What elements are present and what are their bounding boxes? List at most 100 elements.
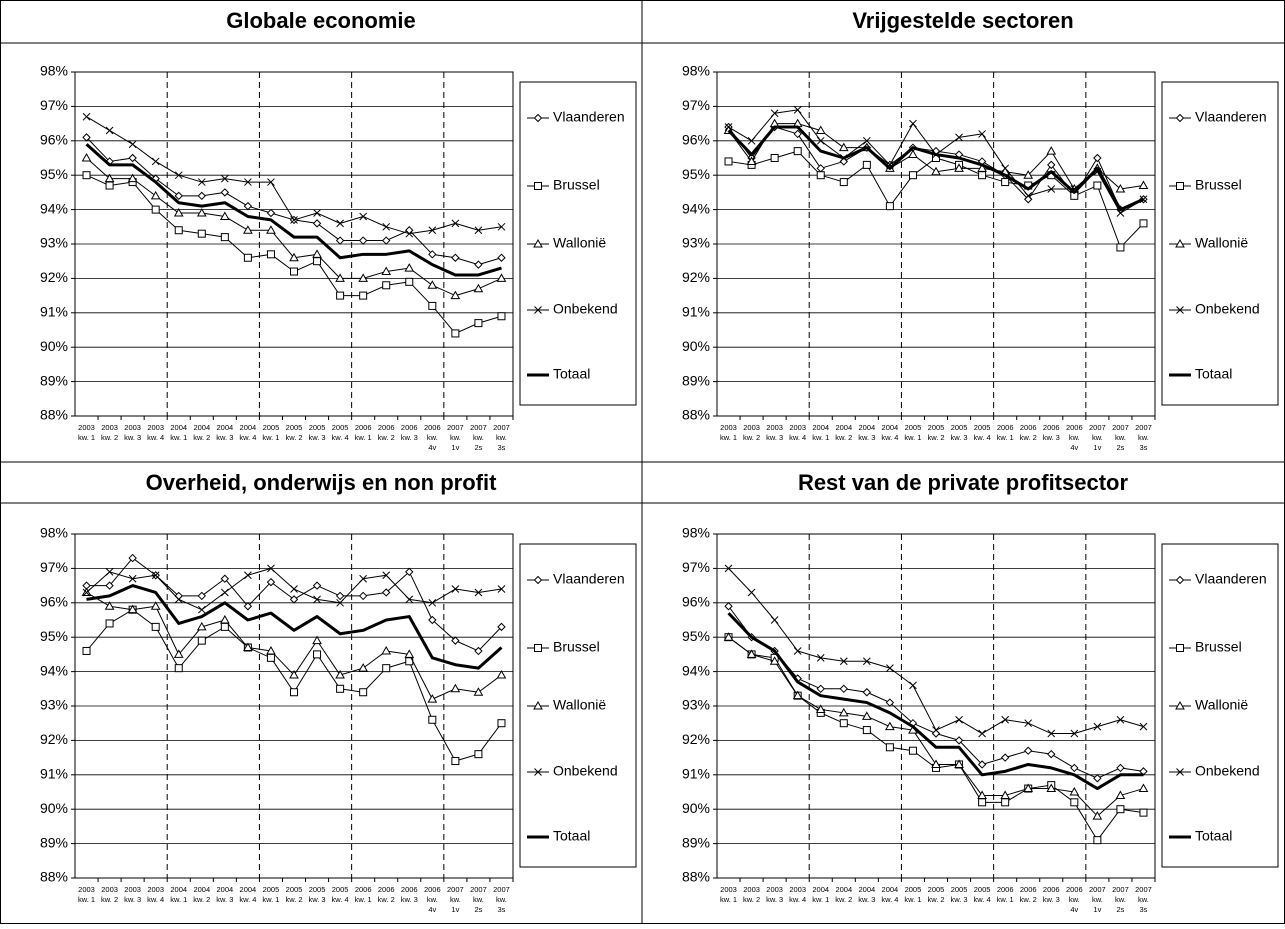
point (382, 281, 391, 290)
point (978, 798, 987, 807)
point (978, 171, 987, 180)
point (533, 700, 543, 710)
point (861, 711, 872, 720)
series-line (85, 143, 502, 277)
x-tick-label: kw. (1138, 433, 1149, 442)
point (1046, 783, 1057, 793)
point (289, 670, 299, 679)
x-tick-label: 2005 (974, 885, 991, 894)
x-tick-label: 2005 (905, 423, 922, 432)
point (1116, 763, 1125, 773)
point (405, 277, 414, 286)
point (404, 649, 415, 658)
series-line (727, 612, 1144, 791)
x-tick-label: 2005 (286, 423, 303, 432)
point (473, 687, 484, 696)
x-tick-label: 2007 (1135, 885, 1152, 894)
x-tick-label: kw. (427, 433, 438, 442)
point (816, 171, 825, 180)
y-tick-label: 92% (40, 731, 68, 747)
legend-label: Vlaanderen (553, 109, 625, 125)
point (313, 209, 321, 217)
point (496, 670, 507, 679)
point (174, 664, 183, 673)
series (82, 171, 506, 338)
y-tick-label: 90% (682, 800, 710, 816)
point (1047, 729, 1056, 738)
point (105, 619, 114, 628)
point (1070, 798, 1079, 807)
legend-label: Wallonië (553, 697, 606, 713)
point (534, 768, 542, 776)
x-tick-label: kw. 2 (835, 895, 852, 904)
point (105, 581, 114, 590)
point (197, 591, 206, 601)
point (128, 574, 137, 583)
series (86, 584, 503, 670)
point (1001, 715, 1010, 724)
point (382, 222, 391, 231)
x-tick-label: kw. 4 (974, 895, 991, 904)
point (533, 113, 543, 123)
point (474, 588, 483, 597)
point (173, 208, 184, 217)
x-tick-label: 1v (451, 443, 459, 452)
point (243, 225, 253, 234)
point (244, 571, 252, 580)
x-tick-label: kw. 4 (881, 895, 898, 904)
point (1023, 783, 1034, 793)
legend-label: Totaal (553, 828, 590, 844)
x-tick-label: kw. 3 (124, 433, 141, 442)
point (885, 698, 895, 707)
x-tick-label: 2007 (447, 885, 464, 894)
legend-label: Totaal (1195, 366, 1232, 382)
point (1116, 805, 1125, 814)
series (727, 125, 1145, 212)
point (793, 105, 802, 114)
point (358, 236, 368, 245)
x-tick-label: 2003 (789, 885, 806, 894)
y-tick-label: 89% (682, 372, 710, 388)
x-tick-label: 2003 (720, 423, 737, 432)
point (770, 109, 779, 118)
point (428, 301, 437, 310)
x-tick-label: kw. 3 (309, 895, 326, 904)
x-tick-label: kw. (1115, 433, 1126, 442)
x-tick-label: 2005 (332, 885, 349, 894)
point (266, 645, 276, 655)
y-tick-label: 94% (682, 662, 710, 678)
point (1115, 790, 1126, 799)
point (127, 604, 138, 614)
x-tick-label: kw. 4 (147, 433, 164, 442)
point (1000, 753, 1010, 762)
point (1176, 182, 1184, 190)
point (1001, 164, 1010, 173)
legend-label: Totaal (553, 366, 590, 382)
point (533, 238, 543, 248)
point (1175, 113, 1185, 123)
y-tick-label: 98% (40, 525, 68, 541)
x-tick-label: 2006 (378, 885, 395, 894)
x-tick-label: 3s (498, 905, 506, 914)
x-tick-label: 2004 (216, 423, 233, 432)
point (497, 312, 506, 321)
point (290, 688, 298, 697)
point (244, 178, 252, 186)
series (81, 152, 507, 300)
point (474, 260, 483, 269)
y-tick-label: 90% (40, 338, 68, 354)
point (746, 156, 757, 165)
point (312, 219, 322, 228)
x-tick-label: kw. (427, 895, 438, 904)
x-tick-label: 2007 (1112, 423, 1129, 432)
point (451, 757, 460, 766)
legend-label: Vlaanderen (1195, 571, 1267, 587)
point (104, 601, 115, 610)
point (151, 571, 160, 580)
point (290, 216, 298, 224)
x-tick-label: kw. (1069, 895, 1080, 904)
y-tick-label: 93% (682, 697, 710, 713)
point (197, 229, 206, 238)
point (313, 257, 322, 266)
